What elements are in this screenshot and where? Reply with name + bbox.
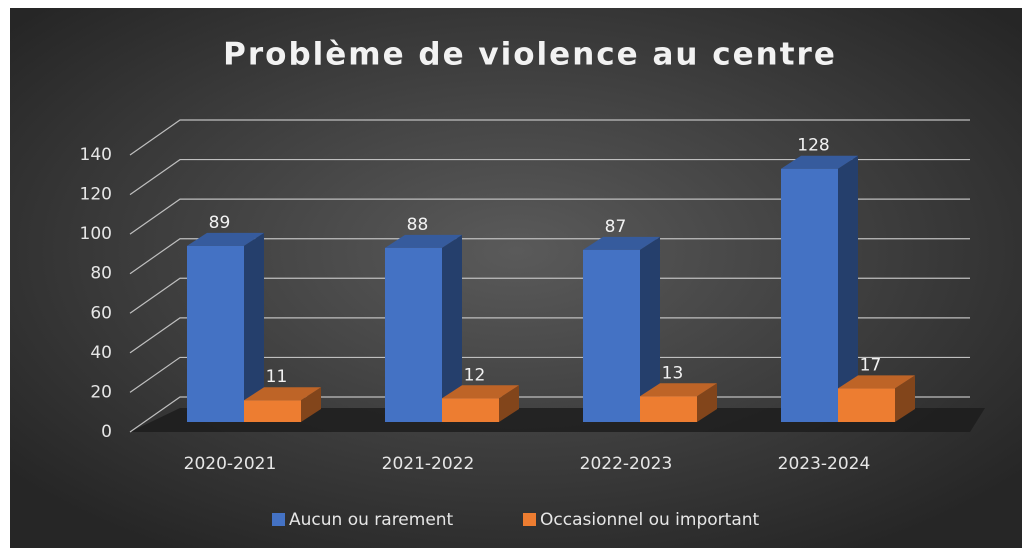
y-tick-label: 20 <box>90 382 112 402</box>
legend-swatch <box>272 513 285 526</box>
bar <box>442 385 519 422</box>
bar-top <box>583 236 660 250</box>
y-tick-label: 60 <box>90 303 112 323</box>
bar-side <box>838 155 858 422</box>
x-tick-label: 2021-2022 <box>382 454 475 474</box>
x-tick-label: 2023-2024 <box>778 454 871 474</box>
data-label: 88 <box>407 215 429 235</box>
y-tick-label: 120 <box>80 185 112 205</box>
legend-swatch <box>523 513 536 526</box>
chart-title: Problème de violence au centre <box>223 37 837 73</box>
bar-front <box>838 388 895 422</box>
bar-side <box>301 387 321 422</box>
bar-top <box>640 383 717 397</box>
grid-line <box>129 198 970 235</box>
data-label: 17 <box>860 355 882 375</box>
data-label: 128 <box>797 136 829 156</box>
bar <box>838 375 915 422</box>
grid-line <box>129 238 970 275</box>
bar-side <box>499 385 519 422</box>
bar-top <box>187 232 264 246</box>
data-label: 13 <box>662 363 684 383</box>
grid-line <box>129 158 970 196</box>
y-tick-label: 80 <box>90 264 112 284</box>
bar-side <box>640 236 660 422</box>
bar <box>244 387 321 422</box>
bar-top <box>385 234 462 248</box>
bar-top <box>244 387 321 401</box>
y-tick-label: 40 <box>90 343 112 363</box>
bar-top <box>838 375 915 389</box>
data-label: 89 <box>209 213 231 233</box>
bar-front <box>385 247 442 422</box>
bar-side <box>244 232 264 422</box>
bar-front <box>442 398 499 422</box>
grid-line <box>129 317 970 354</box>
y-tick-label: 100 <box>80 224 112 244</box>
bar <box>781 155 858 422</box>
x-tick-label: 2020-2021 <box>184 454 277 474</box>
bar-front <box>244 400 301 422</box>
bar <box>187 232 264 422</box>
floor <box>130 408 985 432</box>
y-tick-label: 0 <box>101 422 112 442</box>
bar <box>640 383 717 422</box>
bar <box>583 236 660 422</box>
bar-front <box>640 396 697 422</box>
bar-front <box>583 249 640 422</box>
bar-side <box>697 383 717 422</box>
y-tick-label: 140 <box>80 145 112 165</box>
bar-front <box>187 245 244 422</box>
bar <box>385 234 462 422</box>
data-label: 87 <box>605 217 627 237</box>
x-tick-label: 2022-2023 <box>580 454 673 474</box>
bar-side <box>442 234 462 422</box>
legend-label: Aucun ou rarement <box>289 510 454 530</box>
data-label: 12 <box>464 365 486 385</box>
data-label: 11 <box>266 367 288 387</box>
legend-label: Occasionnel ou important <box>540 510 760 530</box>
bar-top <box>781 155 858 169</box>
bar-top <box>442 385 519 399</box>
grid-line <box>129 356 970 393</box>
bar-side <box>895 375 915 422</box>
grid-line <box>129 277 970 314</box>
grid-line <box>129 119 970 156</box>
bar-front <box>781 168 838 422</box>
